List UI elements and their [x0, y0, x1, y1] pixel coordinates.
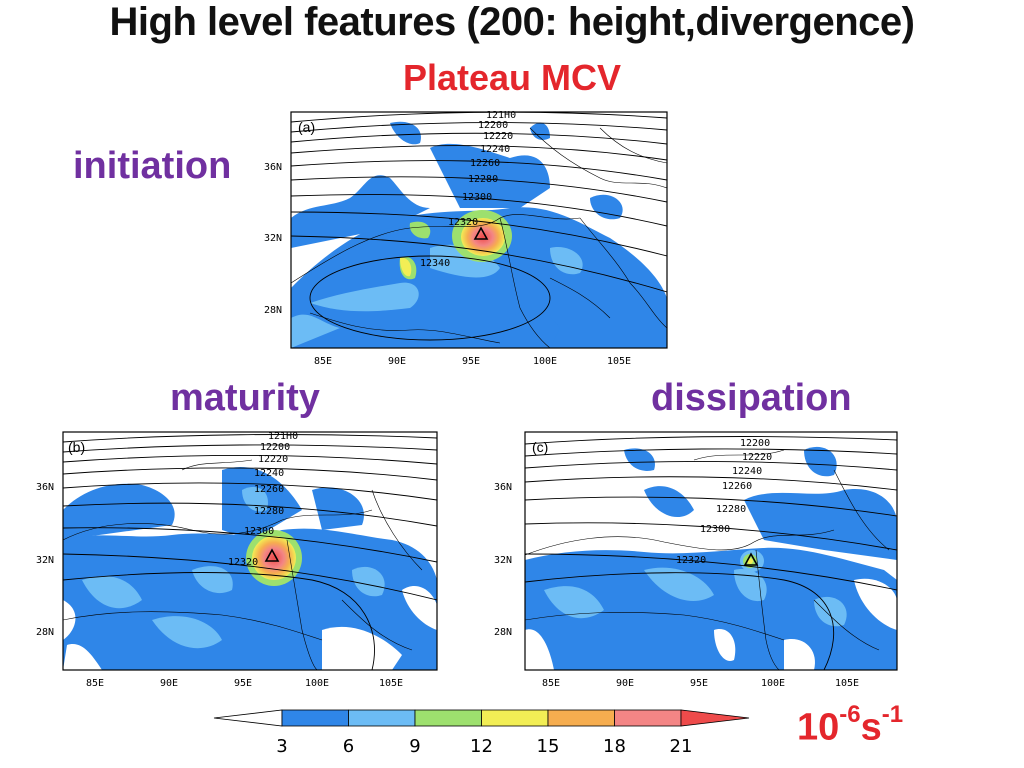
colorbar-tick-label: 9 [409, 736, 420, 757]
colorbar-cell [414, 709, 482, 727]
colorbar-cell [481, 709, 549, 727]
colorbar-cell [680, 709, 750, 727]
contour-label: 12240 [480, 144, 510, 155]
borders [291, 127, 667, 348]
height-contours [291, 112, 667, 341]
colorbar-cell [614, 709, 682, 727]
svg-text:28N: 28N [36, 627, 54, 638]
svg-text:28N: 28N [494, 627, 512, 638]
contour-label: 12260 [254, 484, 284, 495]
lat-ticks: 36N 32N 28N [36, 482, 54, 638]
colorbar-cell [281, 709, 349, 727]
colorbar-cell [348, 709, 416, 727]
contour-label: 12200 [260, 442, 290, 453]
svg-text:100E: 100E [761, 678, 785, 689]
stage-label-maturity: maturity [170, 377, 320, 419]
svg-text:100E: 100E [305, 678, 329, 689]
contour-label: 12260 [722, 481, 752, 492]
svg-text:32N: 32N [36, 555, 54, 566]
svg-text:90E: 90E [160, 678, 178, 689]
contour-label: 12300 [244, 526, 274, 537]
svg-text:95E: 95E [462, 356, 480, 367]
height-contours [63, 434, 437, 670]
contour-label: 12320 [448, 217, 478, 228]
colorbar-cells [213, 709, 750, 727]
colorbar-tick-label: 18 [603, 736, 626, 757]
svg-text:36N: 36N [36, 482, 54, 493]
map-panel-a: 121H0 12200 12220 12240 12260 12280 1230… [250, 108, 670, 370]
colorbar-tick-label: 21 [670, 736, 693, 757]
divergence-shading [525, 446, 897, 670]
colorbar-tick-label: 12 [470, 736, 493, 757]
contour-label: 12220 [483, 131, 513, 142]
svg-text:95E: 95E [690, 678, 708, 689]
mcv-center-marker [743, 552, 759, 566]
contour-label: 12280 [716, 504, 746, 515]
contour-label: 12280 [468, 174, 498, 185]
contour-label: 12220 [258, 454, 288, 465]
panel-tag: (b) [68, 439, 85, 455]
contour-label: 12300 [700, 524, 730, 535]
colorbar-cell [213, 709, 283, 727]
lon-ticks: 85E 90E 95E 100E 105E [542, 678, 859, 689]
svg-text:90E: 90E [388, 356, 406, 367]
contour-label: 12280 [254, 506, 284, 517]
svg-text:32N: 32N [264, 233, 282, 244]
mcv-center-marker [473, 226, 489, 240]
stage-label-dissipation: dissipation [651, 377, 852, 419]
svg-text:85E: 85E [542, 678, 560, 689]
svg-text:36N: 36N [264, 162, 282, 173]
panel-tag: (c) [532, 439, 548, 455]
lon-ticks: 85E 90E 95E 100E 105E [314, 356, 631, 367]
unit-base: 10 [797, 706, 840, 749]
contour-label: 12260 [470, 158, 500, 169]
svg-text:36N: 36N [494, 482, 512, 493]
panel-tag: (a) [298, 119, 315, 135]
svg-text:85E: 85E [314, 356, 332, 367]
lat-ticks: 36N 32N 28N [494, 482, 512, 638]
colorbar-cell [547, 709, 615, 727]
contour-label: 12240 [732, 466, 762, 477]
stage-label-initiation: initiation [73, 145, 232, 187]
unit-exponent-2: -1 [881, 701, 904, 728]
slide-subtitle: Plateau MCV [402, 57, 622, 98]
contour-label: 12320 [676, 555, 706, 566]
unit-exponent-1: -6 [839, 701, 861, 728]
divergence-shading [291, 121, 667, 348]
contour-label: 12200 [740, 438, 770, 449]
contour-label: 121H0 [486, 110, 516, 121]
mcv-center-marker [264, 548, 280, 562]
contour-label: 12340 [420, 258, 450, 269]
contour-label: 12240 [254, 468, 284, 479]
colorbar-tick-label: 3 [276, 736, 287, 757]
slide-title: High level features (200: height,diverge… [109, 0, 915, 44]
svg-text:32N: 32N [494, 555, 512, 566]
svg-text:28N: 28N [264, 305, 282, 316]
contour-label: 121H0 [268, 431, 298, 442]
svg-text:105E: 105E [835, 678, 859, 689]
svg-text:100E: 100E [533, 356, 557, 367]
lon-ticks: 85E 90E 95E 100E 105E [86, 678, 403, 689]
map-panel-b: 121H0 12200 12220 12240 12260 12280 1230… [22, 430, 442, 692]
borders [63, 459, 423, 670]
svg-text:105E: 105E [607, 356, 631, 367]
colorbar-tick-labels: 3 6 9 12 15 18 21 [276, 736, 692, 757]
colorbar: 3 6 9 12 15 18 21 [210, 706, 770, 765]
borders [525, 449, 890, 670]
svg-text:95E: 95E [234, 678, 252, 689]
svg-text:105E: 105E [379, 678, 403, 689]
unit-label: 10-6s-1 [797, 696, 903, 751]
svg-text:85E: 85E [86, 678, 104, 689]
colorbar-tick-label: 15 [537, 736, 560, 757]
contour-label: 12300 [462, 192, 492, 203]
svg-text:90E: 90E [616, 678, 634, 689]
height-contours [525, 436, 897, 670]
unit-s: s [860, 706, 882, 749]
contour-label: 12220 [742, 452, 772, 463]
lat-ticks: 36N 32N 28N [264, 162, 282, 316]
colorbar-tick-label: 6 [343, 736, 354, 757]
contour-label: 12320 [228, 557, 258, 568]
map-panel-c: 12200 12220 12240 12260 12280 12300 1232… [484, 430, 904, 692]
contour-label: 12200 [478, 120, 508, 131]
